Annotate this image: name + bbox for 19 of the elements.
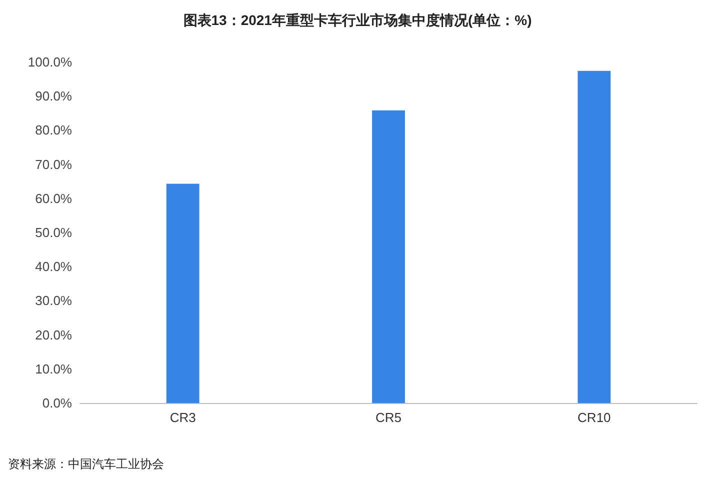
chart-title: 图表13：2021年重型卡车行业市场集中度情况(单位：%) (183, 12, 532, 28)
x-tick-label: CR10 (578, 410, 611, 425)
y-tick-label: 0.0% (42, 396, 72, 410)
y-tick-label: 90.0% (35, 88, 72, 104)
bar (578, 70, 611, 403)
y-tick-label: 80.0% (35, 122, 72, 138)
y-tick-label: 10.0% (35, 361, 72, 376)
bar (372, 110, 405, 403)
y-tick-label: 20.0% (35, 327, 72, 342)
x-tick-label: CR5 (375, 410, 402, 425)
text: 资料来源：中国汽车工业协会 (8, 457, 164, 471)
y-tick-label: 100.0% (28, 54, 72, 70)
y-tick-label: 60.0% (35, 190, 72, 206)
y-tick-label: 50.0% (35, 225, 72, 240)
y-tick-label: 70.0% (35, 156, 72, 172)
bar (166, 184, 200, 403)
x-tick-label: CR3 (170, 410, 196, 425)
y-tick-label: 30.0% (35, 293, 72, 308)
y-tick-label: 40.0% (35, 259, 72, 274)
